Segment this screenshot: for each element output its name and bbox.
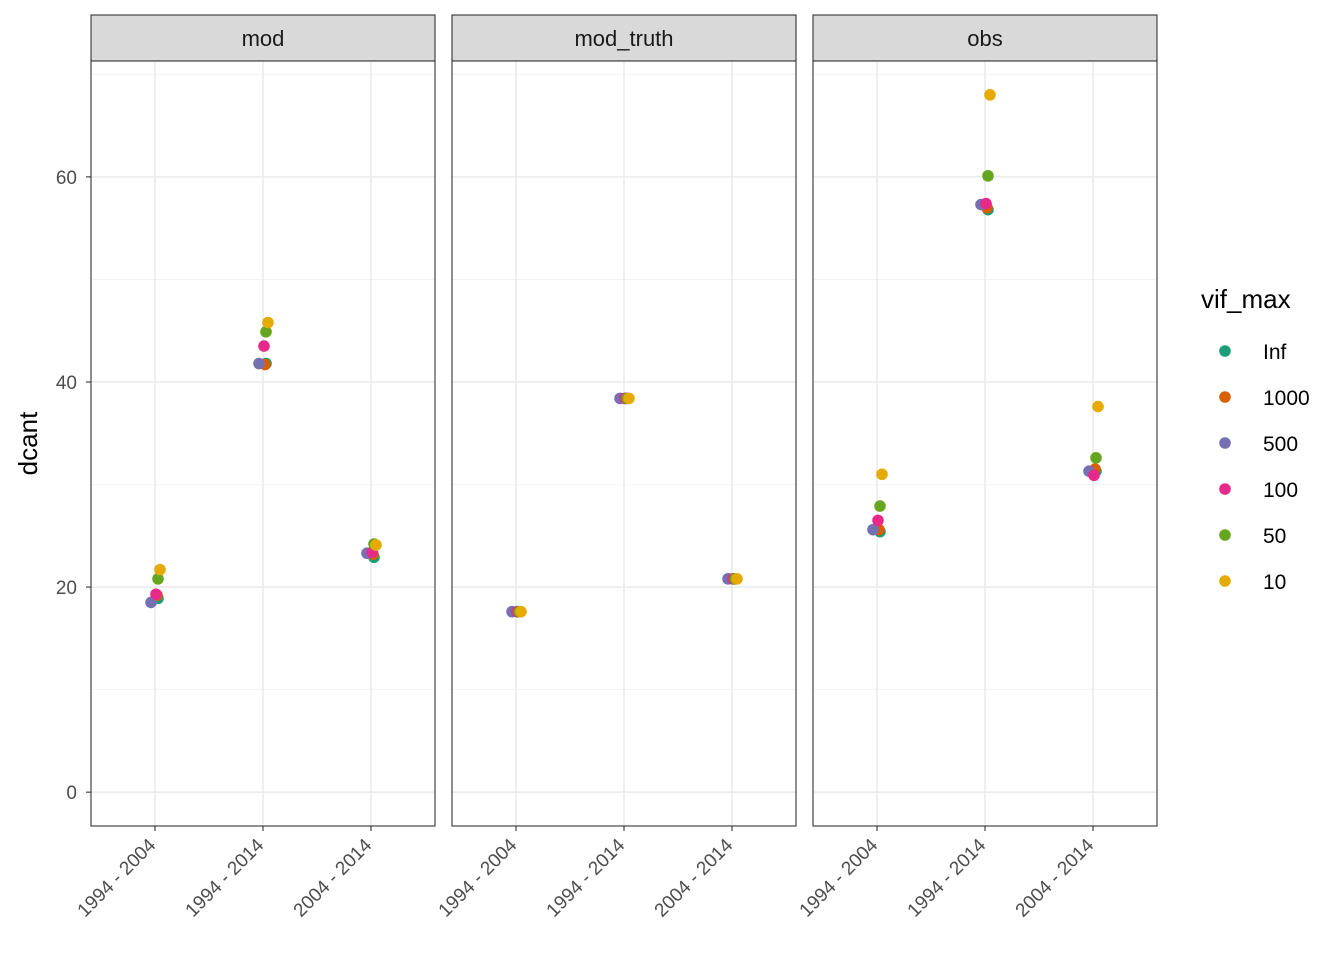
- x-tick-label: 1994 - 2014: [543, 835, 630, 922]
- data-point-mod-100: [150, 588, 162, 601]
- data-point-obs-50: [1090, 452, 1102, 464]
- x-tick-label: 1994 - 2014: [182, 835, 269, 922]
- legend-label: 1000: [1263, 387, 1310, 410]
- facet-strip-label: mod_truth: [574, 26, 673, 51]
- facet-strip-label: obs: [967, 26, 1002, 51]
- data-point-obs-50: [982, 170, 994, 182]
- data-point-mod_truth-10: [731, 573, 743, 585]
- legend-key: [1219, 391, 1231, 403]
- data-point-mod-50: [260, 325, 272, 338]
- panel-obs: obs 1994 - 2004 1994 - 2014 2004 - 2014: [796, 14, 1158, 922]
- data-point-mod-10: [154, 563, 166, 576]
- facet-strip-label: mod: [242, 26, 285, 51]
- x-tick-label: 2004 - 2014: [1012, 835, 1099, 922]
- data-point-mod_truth-10: [515, 605, 527, 618]
- legend-key: [1219, 345, 1231, 357]
- legend-title: vif_max: [1201, 284, 1291, 314]
- y-axis-title: dcant: [13, 411, 43, 475]
- legend-key: [1219, 529, 1231, 541]
- panel-mod_truth: mod_truth 1994 - 2004 1994 - 2014 2004 - 20…: [435, 14, 797, 922]
- x-tick-label: 2004 - 2014: [290, 835, 377, 922]
- panel-mod: mod 1994 - 2004 1994 - 2014 2004 - 2014: [74, 14, 436, 922]
- data-point-obs-10: [984, 89, 996, 101]
- data-point-obs-100: [872, 514, 884, 527]
- x-tick-label: 1994 - 2004: [435, 835, 522, 922]
- data-point-mod-10: [262, 316, 274, 329]
- legend-label: 100: [1263, 479, 1298, 502]
- y-tick-label: 40: [56, 373, 77, 394]
- legend-label: 50: [1263, 525, 1286, 548]
- data-point-mod_truth-10: [623, 392, 635, 405]
- x-tick-label: 2004 - 2014: [651, 835, 738, 922]
- data-point-obs-10: [1092, 400, 1104, 413]
- y-tick-label: 20: [56, 578, 77, 599]
- legend-label: 10: [1263, 571, 1286, 594]
- facet-strip: [812, 14, 1158, 62]
- y-tick-label: 60: [56, 168, 77, 189]
- data-point-obs-10: [876, 468, 888, 481]
- y-tick-label: 0: [66, 783, 77, 804]
- data-point-mod-500: [253, 357, 265, 370]
- data-point-obs-500: [867, 523, 879, 536]
- facet-strip: [90, 14, 436, 62]
- facet-strip: [451, 14, 797, 62]
- data-point-obs-100: [1088, 469, 1100, 482]
- x-tick-label: 1994 - 2014: [904, 835, 991, 922]
- data-point-mod-100: [258, 340, 270, 352]
- legend-key: [1219, 437, 1231, 449]
- data-point-obs-50: [874, 500, 886, 512]
- x-tick-label: 1994 - 2004: [796, 835, 883, 922]
- legend-key: [1219, 575, 1231, 587]
- legend-label: Inf: [1263, 341, 1287, 364]
- legend-label: 500: [1263, 433, 1298, 456]
- legend-key: [1219, 483, 1231, 495]
- data-point-mod-10: [370, 539, 382, 551]
- data-point-mod-50: [152, 573, 164, 585]
- x-tick-label: 1994 - 2004: [74, 835, 161, 922]
- data-point-obs-100: [980, 197, 992, 210]
- legend: vif_max Inf 1000 500 100 50 10: [1201, 284, 1310, 594]
